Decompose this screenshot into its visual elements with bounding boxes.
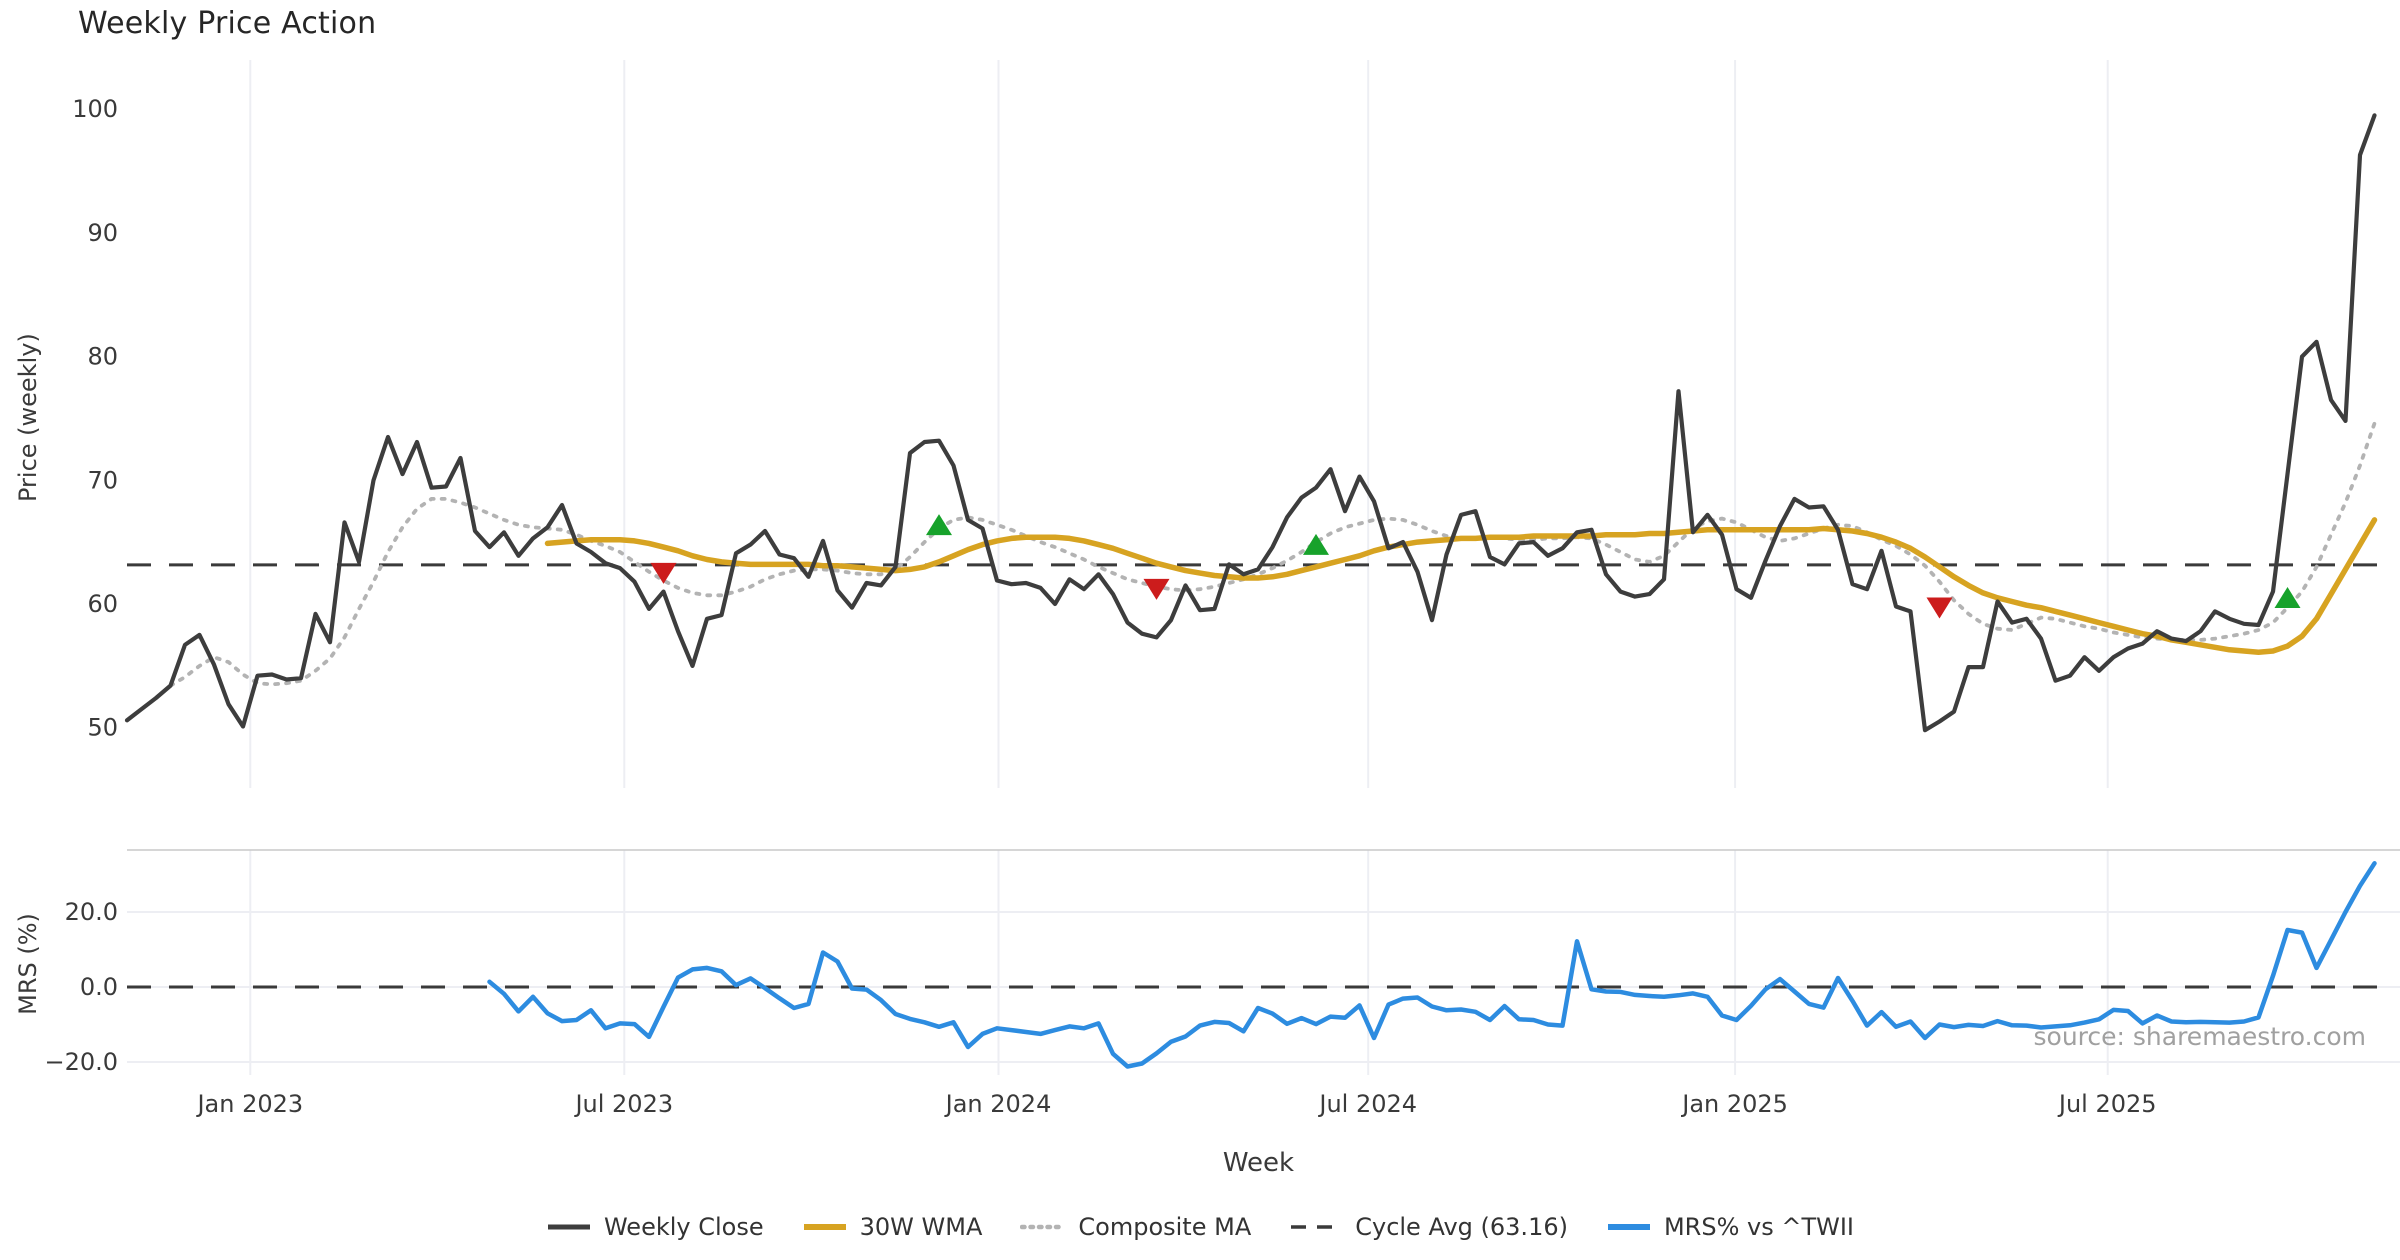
x-tick-label: Jan 2023 bbox=[195, 1090, 303, 1118]
sell-signal-marker bbox=[650, 562, 677, 584]
mrs-line bbox=[487, 861, 2377, 1069]
price-tick-label: 50 bbox=[87, 714, 118, 742]
x-tick-label: Jan 2024 bbox=[944, 1090, 1052, 1118]
price-axis-label: Price (weekly) bbox=[14, 333, 42, 502]
legend-label: Composite MA bbox=[1078, 1213, 1252, 1241]
legend-item-wma: 30W WMA bbox=[802, 1213, 983, 1241]
chart-title: Weekly Price Action bbox=[78, 6, 377, 41]
price-tick-label: 70 bbox=[87, 466, 118, 494]
buy-signal-marker bbox=[926, 514, 952, 536]
legend-item-weekly-close: Weekly Close bbox=[546, 1213, 764, 1241]
composite-swatch-icon bbox=[1020, 1224, 1067, 1230]
sell-signal-marker bbox=[1926, 597, 1953, 619]
x-axis-label: Week bbox=[1222, 1148, 1295, 1178]
legend-label: 30W WMA bbox=[859, 1213, 983, 1241]
buy-signal-marker bbox=[1303, 533, 1329, 555]
mrs-axis-label: MRS (%) bbox=[14, 913, 42, 1015]
legend-item-mrs: MRS% vs ^TWII bbox=[1606, 1213, 1854, 1241]
wma30-line bbox=[544, 517, 2378, 655]
price-tick-label: 100 bbox=[72, 95, 118, 123]
legend-item-composite: Composite MA bbox=[1020, 1213, 1251, 1241]
legend-label: Weekly Close bbox=[603, 1213, 764, 1241]
cycle-avg-swatch-icon bbox=[1291, 1225, 1342, 1229]
buy-signal-marker bbox=[2274, 587, 2301, 609]
x-tick-label: Jul 2025 bbox=[2057, 1090, 2157, 1118]
wma-swatch-icon bbox=[803, 1224, 846, 1230]
legend: Weekly Close 30W WMA Composite MA Cycle … bbox=[0, 1213, 2400, 1241]
sell-signal-marker bbox=[1143, 578, 1170, 600]
weekly-close-line bbox=[124, 113, 2377, 733]
legend-label: Cycle Avg (63.16) bbox=[1355, 1213, 1568, 1241]
price-tick-label: 80 bbox=[87, 343, 118, 371]
composite-ma-line bbox=[168, 421, 2377, 688]
source-note: source: sharemaestro.com bbox=[2033, 1022, 2367, 1051]
price-tick-label: 60 bbox=[87, 590, 118, 618]
x-tick-label: Jul 2024 bbox=[1317, 1090, 1417, 1118]
mrs-tick-label: 20.0 bbox=[65, 898, 118, 926]
mrs-swatch-icon bbox=[1607, 1224, 1650, 1230]
price-tick-label: 90 bbox=[87, 219, 118, 247]
legend-item-cycle-avg: Cycle Avg (63.16) bbox=[1289, 1213, 1568, 1241]
legend-label: MRS% vs ^TWII bbox=[1663, 1213, 1855, 1241]
x-tick-label: Jul 2023 bbox=[573, 1090, 673, 1118]
mrs-tick-label: −20.0 bbox=[44, 1048, 118, 1076]
mrs-tick-label: 0.0 bbox=[80, 973, 118, 1001]
weekly-close-swatch-icon bbox=[547, 1224, 590, 1230]
x-tick-label: Jan 2025 bbox=[1680, 1090, 1788, 1118]
